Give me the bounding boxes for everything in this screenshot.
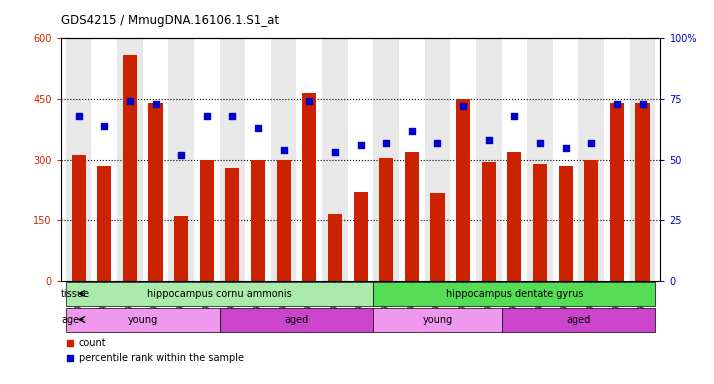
Bar (604, 38, 630, 281)
Text: count: count (79, 338, 106, 348)
Bar (405, 152, 419, 281)
Bar (533, 164, 547, 281)
Point (637, 101, 648, 107)
Bar (328, 214, 342, 281)
Bar (456, 99, 470, 281)
Point (381, 140, 392, 146)
Point (585, 140, 597, 146)
Text: GDS4215 / MmugDNA.16106.1.S1_at: GDS4215 / MmugDNA.16106.1.S1_at (61, 14, 278, 27)
Bar (66, 308, 220, 332)
Bar (226, 168, 239, 281)
Point (534, 140, 545, 146)
Point (227, 113, 238, 119)
Bar (71, 155, 86, 281)
Point (483, 137, 494, 143)
Point (303, 98, 315, 104)
Bar (251, 160, 265, 281)
Bar (501, 38, 527, 281)
Bar (630, 38, 655, 281)
Bar (66, 38, 91, 281)
Text: young: young (423, 314, 453, 324)
Bar (149, 103, 163, 281)
Text: aged: aged (284, 314, 308, 324)
Bar (399, 38, 425, 281)
Bar (353, 192, 368, 281)
Bar (527, 38, 553, 281)
Bar (373, 282, 655, 306)
Bar (91, 38, 117, 281)
Bar (322, 38, 348, 281)
Bar (379, 158, 393, 281)
Bar (296, 38, 322, 281)
Bar (508, 152, 521, 281)
Bar (553, 38, 578, 281)
Text: aged: aged (566, 314, 590, 324)
Bar (200, 160, 213, 281)
Point (73, 113, 84, 119)
Bar (66, 282, 373, 306)
Bar (302, 93, 316, 281)
Bar (584, 160, 598, 281)
Bar (431, 193, 445, 281)
Point (176, 152, 187, 158)
Bar (194, 38, 220, 281)
Text: percentile rank within the sample: percentile rank within the sample (79, 353, 243, 363)
Bar (97, 166, 111, 281)
Text: hippocampus dentate gyrus: hippocampus dentate gyrus (446, 288, 583, 298)
Bar (373, 38, 399, 281)
Point (329, 149, 341, 156)
Bar (635, 103, 650, 281)
Bar (174, 216, 188, 281)
Bar (578, 38, 604, 281)
Text: young: young (128, 314, 158, 324)
Bar (425, 38, 451, 281)
Bar (451, 38, 476, 281)
Point (508, 113, 520, 119)
Point (611, 101, 623, 107)
Text: hippocampus cornu ammonis: hippocampus cornu ammonis (147, 288, 292, 298)
Point (432, 140, 443, 146)
Point (99, 122, 110, 129)
Point (355, 142, 366, 148)
Bar (276, 160, 291, 281)
Point (406, 127, 418, 134)
Point (458, 103, 469, 109)
Bar (610, 103, 624, 281)
Text: tissue: tissue (61, 288, 90, 298)
Bar (220, 38, 245, 281)
Bar (117, 38, 143, 281)
Bar (123, 55, 137, 281)
Bar (143, 38, 169, 281)
Point (124, 98, 136, 104)
Bar (476, 38, 501, 281)
Bar (558, 166, 573, 281)
Point (278, 147, 289, 153)
Bar (348, 38, 373, 281)
Bar (220, 308, 373, 332)
Point (150, 101, 161, 107)
Bar (169, 38, 194, 281)
Point (201, 113, 213, 119)
Point (560, 144, 571, 151)
Bar (271, 38, 296, 281)
Bar (373, 308, 501, 332)
Bar (482, 162, 496, 281)
Bar (245, 38, 271, 281)
Text: age: age (61, 314, 79, 324)
Bar (501, 308, 655, 332)
Point (252, 125, 263, 131)
